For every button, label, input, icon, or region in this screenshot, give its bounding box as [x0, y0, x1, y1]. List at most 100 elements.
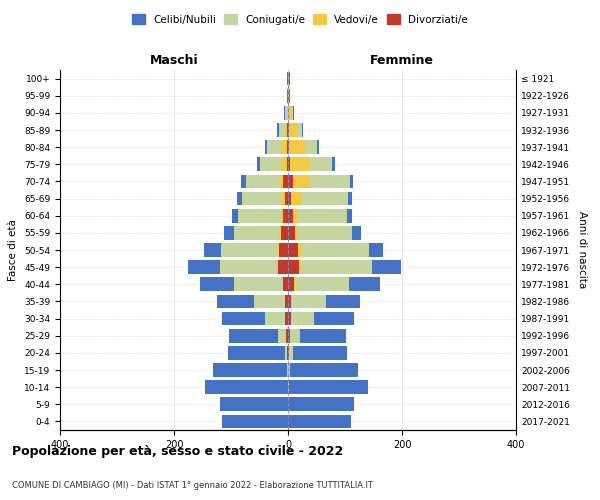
- Bar: [282, 192, 285, 205]
- Bar: [289, 72, 290, 86]
- Bar: [288, 106, 291, 120]
- Bar: [287, 363, 288, 377]
- Bar: [265, 312, 285, 326]
- Bar: [288, 243, 298, 257]
- Bar: [288, 278, 294, 291]
- Bar: [285, 294, 288, 308]
- Bar: [278, 260, 288, 274]
- Bar: [297, 123, 302, 137]
- Bar: [280, 174, 283, 188]
- Bar: [352, 226, 361, 239]
- Bar: [310, 174, 350, 188]
- Bar: [287, 158, 288, 171]
- Bar: [254, 294, 285, 308]
- Bar: [348, 192, 352, 205]
- Bar: [290, 329, 300, 342]
- Y-axis label: Fasce di età: Fasce di età: [8, 219, 19, 281]
- Bar: [288, 226, 295, 239]
- Bar: [284, 346, 287, 360]
- Bar: [242, 192, 283, 205]
- Bar: [289, 140, 306, 154]
- Bar: [301, 243, 369, 257]
- Bar: [238, 209, 281, 222]
- Bar: [229, 329, 278, 342]
- Bar: [278, 243, 280, 257]
- Bar: [288, 209, 293, 222]
- Bar: [291, 312, 314, 326]
- Bar: [373, 260, 401, 274]
- Bar: [288, 329, 290, 342]
- Bar: [285, 106, 287, 120]
- Y-axis label: Anni di nascita: Anni di nascita: [577, 212, 587, 288]
- Bar: [279, 123, 284, 137]
- Bar: [235, 278, 283, 291]
- Bar: [278, 329, 286, 342]
- Text: Femmine: Femmine: [370, 54, 434, 66]
- Bar: [288, 414, 350, 428]
- Bar: [293, 106, 294, 120]
- Bar: [236, 192, 242, 205]
- Bar: [289, 380, 368, 394]
- Bar: [277, 123, 279, 137]
- Bar: [288, 294, 291, 308]
- Bar: [295, 226, 298, 239]
- Bar: [205, 380, 288, 394]
- Bar: [302, 192, 348, 205]
- Bar: [223, 414, 288, 428]
- Bar: [283, 209, 288, 222]
- Bar: [347, 209, 352, 222]
- Bar: [280, 243, 288, 257]
- Bar: [314, 312, 353, 326]
- Bar: [287, 72, 288, 86]
- Bar: [350, 174, 353, 188]
- Bar: [224, 226, 234, 239]
- Bar: [227, 346, 284, 360]
- Bar: [288, 140, 289, 154]
- Bar: [213, 363, 287, 377]
- Bar: [292, 294, 326, 308]
- Bar: [301, 260, 373, 274]
- Bar: [291, 192, 302, 205]
- Bar: [232, 209, 238, 222]
- Bar: [349, 278, 380, 291]
- Legend: Celibi/Nubili, Coniugati/e, Vedovi/e, Divorziati/e: Celibi/Nubili, Coniugati/e, Vedovi/e, Di…: [128, 10, 472, 29]
- Bar: [332, 158, 335, 171]
- Bar: [293, 209, 298, 222]
- Bar: [282, 140, 287, 154]
- Bar: [285, 312, 288, 326]
- Bar: [284, 106, 285, 120]
- Bar: [281, 226, 288, 239]
- Bar: [306, 140, 317, 154]
- Bar: [246, 174, 280, 188]
- Bar: [288, 192, 291, 205]
- Bar: [277, 260, 278, 274]
- Bar: [283, 174, 288, 188]
- Bar: [220, 260, 277, 274]
- Bar: [288, 312, 291, 326]
- Text: Maschi: Maschi: [149, 54, 199, 66]
- Bar: [285, 192, 288, 205]
- Bar: [283, 278, 288, 291]
- Bar: [280, 226, 281, 239]
- Bar: [241, 174, 246, 188]
- Bar: [287, 106, 288, 120]
- Bar: [200, 278, 235, 291]
- Bar: [223, 312, 265, 326]
- Bar: [288, 260, 299, 274]
- Bar: [295, 278, 349, 291]
- Bar: [265, 140, 268, 154]
- Bar: [326, 294, 360, 308]
- Bar: [288, 363, 290, 377]
- Bar: [300, 329, 346, 342]
- Bar: [317, 140, 319, 154]
- Bar: [286, 329, 288, 342]
- Bar: [204, 243, 221, 257]
- Bar: [289, 123, 297, 137]
- Bar: [288, 174, 293, 188]
- Bar: [268, 140, 282, 154]
- Bar: [188, 260, 220, 274]
- Bar: [293, 346, 347, 360]
- Bar: [221, 243, 278, 257]
- Bar: [298, 209, 347, 222]
- Bar: [290, 158, 310, 171]
